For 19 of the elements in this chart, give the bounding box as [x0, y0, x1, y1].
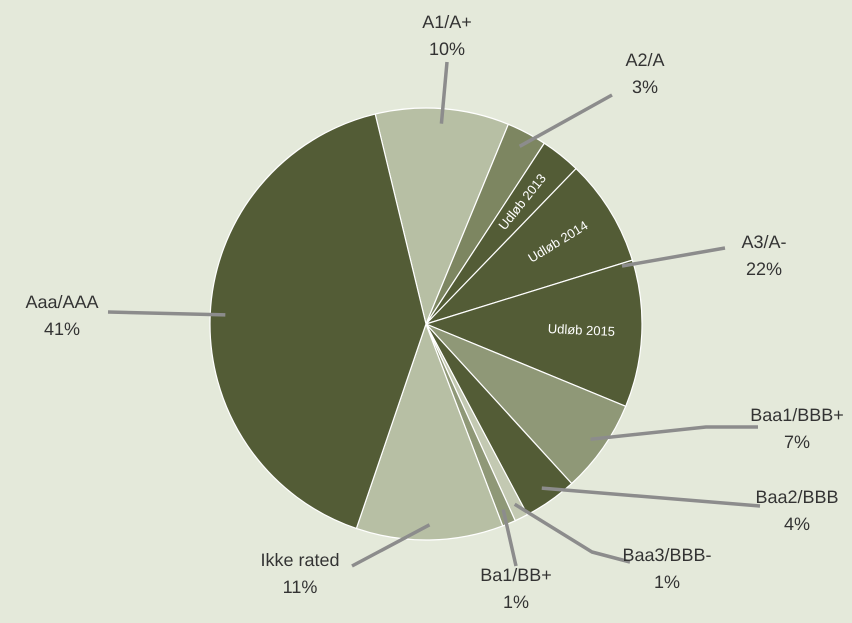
data-label: 41%: [44, 319, 80, 339]
slice-label: A1/A+: [422, 12, 472, 32]
slice-label: Udløb 2014: [525, 218, 590, 266]
data-label: 4%: [784, 514, 810, 534]
data-label: 1%: [502, 592, 530, 612]
slice-label: Udløb 2015: [547, 320, 616, 340]
data-label: 11%: [282, 577, 318, 597]
slice-label: Aaa/AAA: [25, 292, 99, 312]
slice-label: A2/A: [625, 50, 665, 70]
slice-label: Baa2/BBB: [755, 487, 839, 507]
slice-label: Ba1/BB+: [480, 565, 552, 585]
text: A3/A- 22%: [741, 232, 787, 279]
data-label: 7%: [784, 432, 810, 452]
data-label: 3%: [632, 77, 658, 97]
slice-label: Ikke rated: [260, 550, 340, 570]
data-label: 10%: [428, 39, 466, 59]
slice-label: Baa3/BBB-: [622, 545, 712, 565]
slice-label: Baa1/BBB+: [750, 405, 844, 425]
data-label: 1%: [654, 572, 680, 592]
